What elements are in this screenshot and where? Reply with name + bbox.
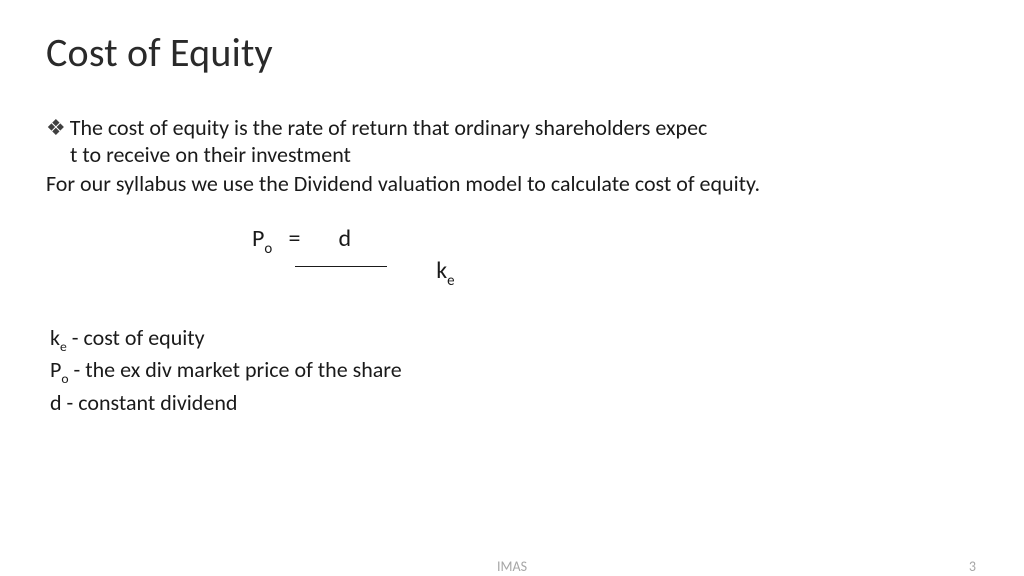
formula-top: Po = d bbox=[252, 225, 978, 257]
bullet-text-line1: The cost of equity is the rate of return… bbox=[70, 115, 978, 142]
def-ke-text: - cost of equity bbox=[67, 324, 205, 351]
definitions: ke - cost of equity Po - the ex div mark… bbox=[50, 323, 978, 417]
formula-P-sub: o bbox=[264, 239, 272, 257]
formula-d: d bbox=[338, 224, 351, 253]
fraction-line-icon bbox=[295, 266, 387, 267]
slide-body: ❖ The cost of equity is the rate of retu… bbox=[46, 115, 978, 417]
bullet-text-line2: t to receive on their investment bbox=[70, 142, 978, 169]
slide-title: Cost of Equity bbox=[46, 28, 978, 77]
paragraph: For our syllabus we use the Dividend val… bbox=[46, 171, 978, 198]
def-ke: ke - cost of equity bbox=[50, 323, 978, 355]
def-po-text: - the ex div market price of the share bbox=[69, 356, 402, 383]
def-ke-sub: e bbox=[60, 338, 67, 355]
diamond-bullet-icon: ❖ bbox=[46, 115, 66, 142]
page-number: 3 bbox=[969, 558, 976, 575]
formula-equals: = bbox=[289, 224, 301, 253]
def-po-sym: P bbox=[50, 356, 61, 383]
formula-P: P bbox=[252, 224, 264, 253]
formula: Po = d ke bbox=[252, 225, 978, 288]
slide: Cost of Equity ❖ The cost of equity is t… bbox=[0, 0, 1024, 576]
formula-bottom: ke bbox=[252, 257, 978, 289]
def-po-sub: o bbox=[61, 370, 68, 387]
formula-k: k bbox=[436, 256, 447, 285]
def-ke-sym: k bbox=[50, 324, 60, 351]
footer-label: IMAS bbox=[497, 558, 527, 575]
def-d: d - constant dividend bbox=[50, 388, 978, 417]
def-po: Po - the ex div market price of the shar… bbox=[50, 355, 978, 387]
formula-k-sub: e bbox=[447, 271, 454, 289]
bullet-item: ❖ The cost of equity is the rate of retu… bbox=[46, 115, 978, 142]
